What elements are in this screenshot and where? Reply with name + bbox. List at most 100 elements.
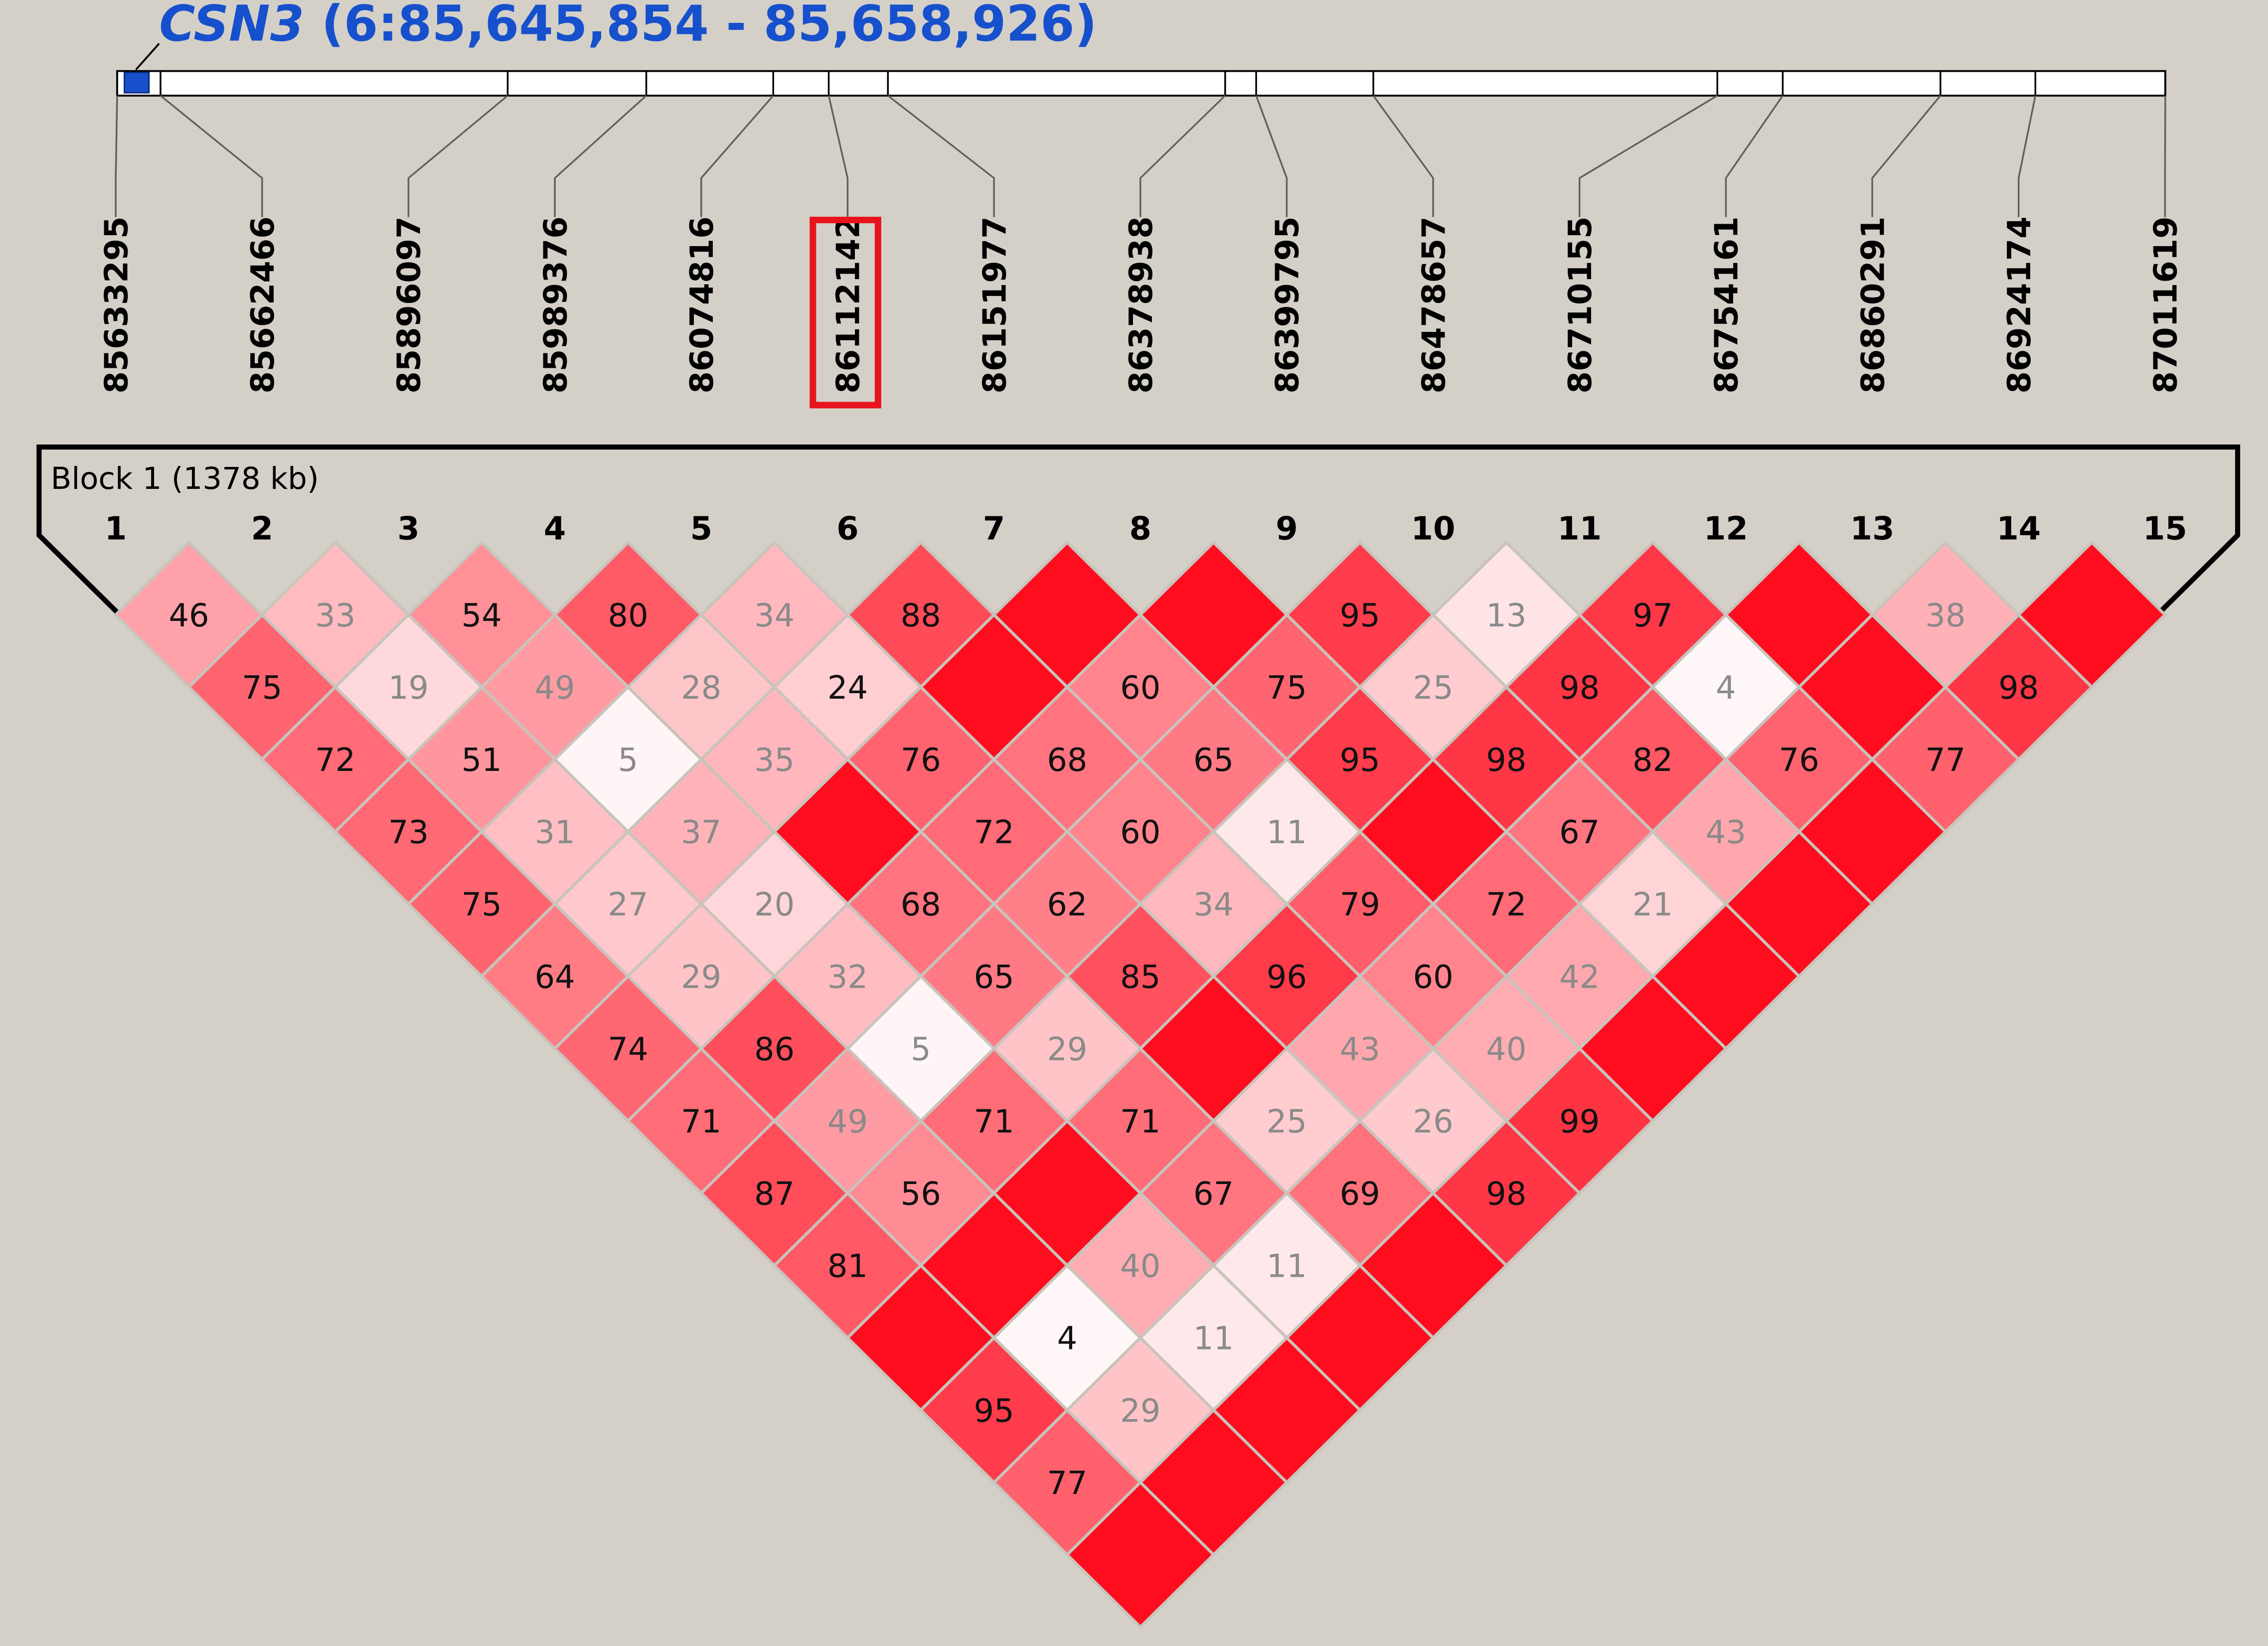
ld-value-label: 27 xyxy=(608,887,648,923)
marker-number: 12 xyxy=(1704,511,1748,548)
ld-value-label: 97 xyxy=(1632,598,1673,634)
ld-value-label: 99 xyxy=(1559,1103,1600,1140)
ld-value-label: 80 xyxy=(608,598,648,634)
ld-value-label: 56 xyxy=(901,1176,941,1213)
ld-value-label: 71 xyxy=(681,1103,721,1140)
ld-value-label: 67 xyxy=(1559,814,1600,851)
ld-value-label: 25 xyxy=(1267,1103,1307,1140)
ld-value-label: 87 xyxy=(754,1176,795,1213)
ld-value-label: 68 xyxy=(901,887,941,923)
gene-name: CSN3 xyxy=(159,0,304,53)
marker-position-label: 85896097 xyxy=(391,216,428,393)
marker-number: 3 xyxy=(397,511,419,548)
ld-value-label: 82 xyxy=(1632,742,1673,779)
ld-value-label: 62 xyxy=(1047,887,1087,923)
ld-value-label: 31 xyxy=(535,814,575,851)
marker-connector-line xyxy=(115,95,118,217)
marker-connector-line xyxy=(160,95,263,217)
ld-value-label: 65 xyxy=(973,959,1014,996)
ld-value-label: 98 xyxy=(1486,742,1526,779)
marker-connector-line xyxy=(1139,95,1226,217)
ld-value-label: 77 xyxy=(1047,1465,1087,1502)
gene-coordinates: (6:85,645,854 - 85,658,926) xyxy=(304,0,1097,53)
ld-value-label: 81 xyxy=(827,1248,868,1285)
marker-number: 8 xyxy=(1130,511,1151,548)
marker-number: 6 xyxy=(836,511,858,548)
ld-value-label: 21 xyxy=(1632,887,1673,923)
ld-value-label: 74 xyxy=(608,1031,648,1068)
ld-value-label: 19 xyxy=(388,670,429,707)
ld-value-label: 40 xyxy=(1120,1248,1160,1285)
ld-value-label: 98 xyxy=(1559,670,1600,707)
ld-value-label: 29 xyxy=(1120,1393,1160,1430)
ld-value-label: 65 xyxy=(1193,742,1234,779)
ld-value-label: 11 xyxy=(1193,1321,1234,1357)
ld-value-label: 64 xyxy=(535,959,575,996)
marker-connector-line xyxy=(1725,95,1783,217)
ld-value-label: 11 xyxy=(1267,1248,1307,1285)
ld-value-label: 43 xyxy=(1340,1031,1380,1068)
gene-position-marker xyxy=(124,72,150,94)
marker-position-label: 86151977 xyxy=(976,216,1013,393)
marker-connector-line xyxy=(887,95,995,217)
marker-number: 5 xyxy=(690,511,712,548)
ld-value-label: 34 xyxy=(754,598,795,634)
ld-value-label: 86 xyxy=(754,1031,795,1068)
ld-value-label: 5 xyxy=(618,742,639,779)
ld-value-label: 88 xyxy=(901,598,941,634)
ld-value-label: 42 xyxy=(1559,959,1600,996)
ld-value-label: 72 xyxy=(973,814,1014,851)
ld-value-label: 85 xyxy=(1120,959,1160,996)
marker-number: 11 xyxy=(1557,511,1602,548)
marker-number: 14 xyxy=(1996,511,2041,548)
marker-connector-line xyxy=(1871,95,1942,217)
ld-value-label: 29 xyxy=(1047,1031,1087,1068)
ld-value-label: 35 xyxy=(754,742,795,779)
marker-position-label: 85989376 xyxy=(537,216,574,393)
marker-position-label: 86074816 xyxy=(684,216,721,393)
ld-value-label: 71 xyxy=(1120,1103,1160,1140)
marker-position-label: 85662466 xyxy=(245,216,282,393)
ld-value-label: 68 xyxy=(1047,742,1087,779)
connector-lines xyxy=(115,95,2166,217)
ld-value-label: 76 xyxy=(901,742,941,779)
marker-number: 9 xyxy=(1276,511,1297,548)
marker-number: 10 xyxy=(1411,511,1456,548)
ld-value-label: 51 xyxy=(462,742,502,779)
ld-value-label: 24 xyxy=(827,670,868,707)
ld-value-label: 13 xyxy=(1486,598,1526,634)
marker-position-label: 86754161 xyxy=(1709,216,1746,393)
marker-position-label: 86478657 xyxy=(1416,216,1453,393)
marker-position-label: 86924174 xyxy=(2001,216,2038,393)
ld-value-label: 67 xyxy=(1193,1176,1234,1213)
marker-labels: 85633295 85662466 85896097 85989376 86074816… xyxy=(98,216,2184,393)
ld-value-label: 49 xyxy=(535,670,575,707)
ld-value-label: 4 xyxy=(1057,1321,1078,1357)
ld-value-label: 37 xyxy=(681,814,721,851)
ld-value-label: 54 xyxy=(462,598,502,634)
ld-value-label: 4 xyxy=(1716,670,1736,707)
marker-number: 2 xyxy=(251,511,273,548)
marker-number: 7 xyxy=(983,511,1005,548)
marker-number: 13 xyxy=(1850,511,1895,548)
ld-value-label: 77 xyxy=(1925,742,1965,779)
marker-position-label: 87011619 xyxy=(2148,216,2185,393)
ld-value-label: 40 xyxy=(1486,1031,1526,1068)
ld-value-label: 69 xyxy=(1340,1176,1380,1213)
marker-number: 15 xyxy=(2143,511,2187,548)
ld-value-label: 26 xyxy=(1413,1103,1453,1140)
ld-value-label: 76 xyxy=(1779,742,1819,779)
marker-connector-line xyxy=(700,95,774,217)
marker-number: 4 xyxy=(544,511,566,548)
ld-value-label: 5 xyxy=(911,1031,931,1068)
marker-position-label: 86399795 xyxy=(1270,216,1306,393)
ld-value-label: 60 xyxy=(1413,959,1453,996)
marker-connector-line xyxy=(407,95,508,217)
chromosome-track xyxy=(116,70,2166,97)
ld-value-label: 60 xyxy=(1120,670,1160,707)
ld-value-label: 95 xyxy=(973,1393,1014,1430)
ld-value-label: 38 xyxy=(1925,598,1965,634)
marker-connector-line xyxy=(827,95,849,217)
